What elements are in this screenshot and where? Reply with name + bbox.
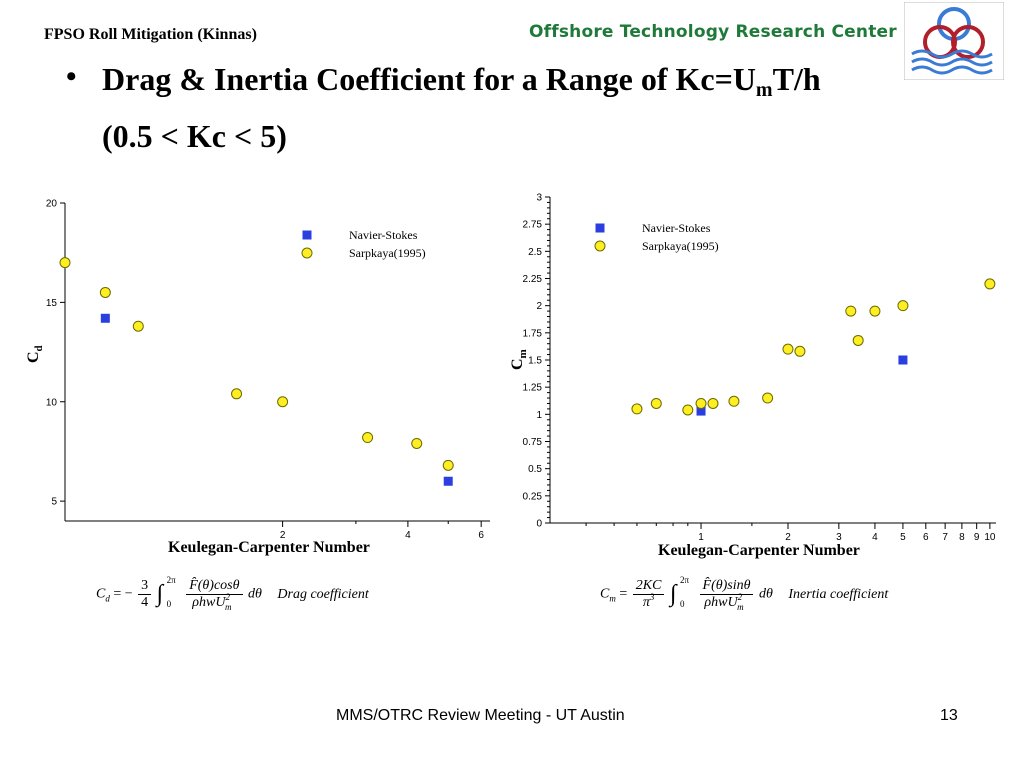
y-tick-label: 0.5 xyxy=(528,464,542,475)
navier-stokes-point xyxy=(443,476,453,486)
inertia-fraction: F̂(θ)sinθ ρhwU2m xyxy=(699,578,754,612)
y-tick-label: 20 xyxy=(46,199,58,210)
sarpkaya-point xyxy=(411,437,423,449)
x-tick-label: 5 xyxy=(900,532,906,543)
y-tick-label: 5 xyxy=(51,497,57,508)
y-tick-label: 2 xyxy=(536,301,542,312)
y-tick-label: 0.25 xyxy=(523,491,543,502)
sarpkaya-point xyxy=(782,343,794,355)
y-tick-label: 15 xyxy=(46,298,58,309)
title-subscript: m xyxy=(755,79,773,101)
sarpkaya-point xyxy=(277,396,289,408)
legend-square-marker xyxy=(595,223,605,233)
sarpkaya-point xyxy=(707,397,719,409)
legend-circle-marker xyxy=(301,247,313,259)
y-tick-label: 1.5 xyxy=(528,356,542,367)
x-tick-label: 2 xyxy=(280,530,286,541)
inertia-label: Inertia coefficient xyxy=(788,586,889,602)
cm-xlabel: Keulegan-Carpenter Number xyxy=(658,542,860,559)
sarpkaya-point xyxy=(869,305,881,317)
legend-label: Navier-Stokes xyxy=(642,221,711,235)
sarpkaya-point xyxy=(132,320,144,332)
navier-stokes-point xyxy=(100,313,110,323)
y-tick-label: 1.25 xyxy=(523,383,543,394)
x-tick-label: 4 xyxy=(405,530,411,541)
x-tick-label: 7 xyxy=(942,532,948,543)
y-tick-label: 2.75 xyxy=(523,220,543,231)
header-title: FPSO Roll Mitigation (Kinnas) xyxy=(44,26,257,43)
y-tick-label: 0.75 xyxy=(523,437,543,448)
sarpkaya-point xyxy=(897,300,909,312)
cd-ylabel: Cd xyxy=(25,345,45,363)
sarpkaya-point xyxy=(695,397,707,409)
sarpkaya-point xyxy=(650,397,662,409)
cd-chart: 5 10 15 20 2 4 6 Navier-Stokes Sarpkaya(1995) Cd… xyxy=(25,199,490,556)
sarpkaya-point xyxy=(631,403,643,415)
sarpkaya-point xyxy=(845,305,857,317)
navier-stokes-point xyxy=(898,355,908,365)
legend-square-marker xyxy=(302,230,312,240)
x-tick-label: 4 xyxy=(872,532,878,543)
sarpkaya-point xyxy=(794,345,806,357)
x-tick-label: 10 xyxy=(984,532,996,543)
legend-label: Sarpkaya(1995) xyxy=(642,239,719,253)
title-part1: Drag & Inertia Coefficient for a Range o… xyxy=(102,61,756,97)
x-tick-label: 9 xyxy=(974,532,980,543)
inertia-formula: Cm = 2KC π3 ∫ 2π 0 F̂(θ)sinθ ρhwU2m dθ Inert… xyxy=(600,575,889,612)
x-tick-label: 1 xyxy=(698,532,704,543)
x-tick-label: 6 xyxy=(923,532,929,543)
sarpkaya-point xyxy=(984,278,996,290)
org-name: Offshore Technology Research Center xyxy=(529,22,897,42)
x-tick-label: 6 xyxy=(478,530,484,541)
drag-label: Drag coefficient xyxy=(277,586,369,602)
sarpkaya-point xyxy=(682,404,694,416)
y-tick-label: 0 xyxy=(536,519,542,530)
y-tick-label: 2.25 xyxy=(523,274,543,285)
slide-title: Drag & Inertia Coefficient for a Range o… xyxy=(102,56,862,159)
y-tick-label: 2.5 xyxy=(528,247,542,258)
title-part2: T/h (0.5 < Kc < 5) xyxy=(102,61,821,154)
integral-sign: ∫ 2π 0 xyxy=(156,575,176,609)
y-tick-label: 10 xyxy=(46,397,58,408)
otrc-logo xyxy=(904,2,1004,80)
navier-stokes-point xyxy=(696,406,706,416)
cm-ylabel: Cm xyxy=(509,349,529,370)
title-bullet: • xyxy=(66,60,77,93)
sarpkaya-point xyxy=(59,257,71,269)
y-tick-label: 3 xyxy=(536,193,542,204)
inertia-coef: 2KC π3 xyxy=(632,578,665,611)
sarpkaya-point xyxy=(99,286,111,298)
y-tick-label: 1 xyxy=(536,410,542,421)
sarpkaya-point xyxy=(362,432,374,444)
x-tick-label: 8 xyxy=(959,532,965,543)
y-tick-label: 1.75 xyxy=(523,328,543,339)
sarpkaya-point xyxy=(728,395,740,407)
sarpkaya-point xyxy=(442,459,454,471)
sarpkaya-point xyxy=(762,392,774,404)
footer-text: MMS/OTRC Review Meeting - UT Austin xyxy=(336,707,625,724)
legend-label: Navier-Stokes xyxy=(349,228,418,242)
page-number: 13 xyxy=(940,707,958,724)
sarpkaya-point xyxy=(231,388,243,400)
integral-sign: ∫ 2π 0 xyxy=(669,575,689,609)
legend-label: Sarpkaya(1995) xyxy=(349,246,426,260)
cm-chart: 0 0.25 0.5 0.75 1 1.25 1.5 1.75 2 2.25 2.5 2.75 3 1 2 3… xyxy=(509,193,996,559)
sarpkaya-point xyxy=(852,334,864,346)
cd-xlabel: Keulegan-Carpenter Number xyxy=(168,539,370,556)
drag-fraction: F̂(θ)cosθ ρhwU2m xyxy=(186,578,243,612)
legend-circle-marker xyxy=(594,240,606,252)
x-tick-label: 2 xyxy=(785,532,791,543)
x-tick-label: 3 xyxy=(836,532,842,543)
